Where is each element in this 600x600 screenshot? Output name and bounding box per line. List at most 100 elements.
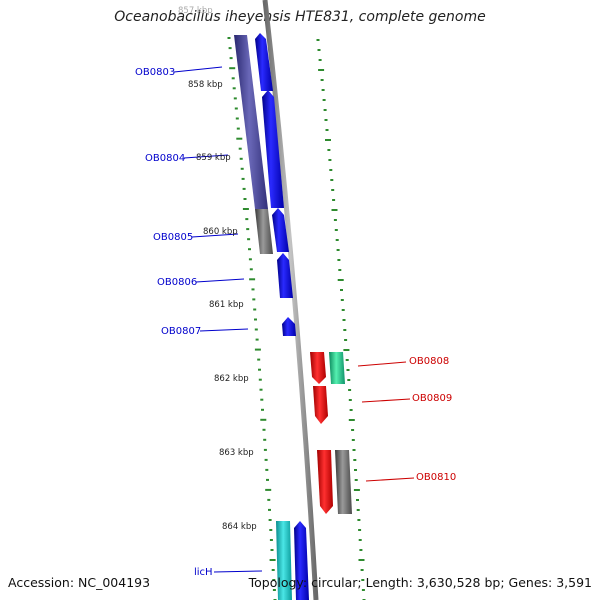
tick-dot — [268, 508, 271, 511]
tick-dot — [254, 348, 261, 351]
tick-dot — [260, 398, 264, 401]
gene-label-ob0810[interactable]: OB0810 — [416, 472, 456, 483]
tick-dot — [268, 519, 272, 521]
tick-dot — [359, 549, 363, 551]
tick-dot — [227, 37, 231, 39]
gene-arrow-ob0803[interactable] — [255, 33, 273, 91]
tick-dot — [232, 87, 236, 90]
tick-dot — [245, 218, 249, 221]
tick-dot — [325, 139, 331, 141]
tick-marks-outer — [316, 39, 366, 600]
tick-dot — [242, 208, 249, 210]
tick-dot — [269, 539, 273, 541]
tick-dot — [262, 428, 266, 431]
gene-label-ob0804[interactable]: OB0804 — [145, 153, 185, 164]
gene-arrow-ob0805[interactable] — [272, 208, 289, 252]
tick-dot — [264, 458, 268, 461]
topology-text: Topology: circular; Length: 3,630,528 bp… — [248, 575, 592, 590]
gene-arrow-ob0807[interactable] — [282, 317, 296, 336]
tick-dot — [360, 569, 364, 571]
tick-dot — [272, 589, 276, 591]
tick-dot — [361, 579, 365, 581]
tick-dot — [324, 119, 328, 121]
genome-backbone — [262, 0, 319, 600]
gene-arrow-ob0808[interactable] — [310, 352, 326, 384]
tick-dot — [259, 388, 263, 391]
tick-dot — [253, 308, 257, 311]
position-labels: 857 kbp 858 kbp 859 kbp 860 kbp 861 kbp … — [178, 6, 257, 532]
gene-arrow-ob0806[interactable] — [277, 253, 293, 298]
tick-dot — [358, 539, 362, 541]
tick-dot — [358, 559, 365, 561]
tick-marks-inner — [227, 37, 277, 600]
tick-dot — [354, 469, 357, 471]
tick-label: 863 kbp — [219, 448, 254, 458]
tick-dot — [356, 499, 359, 501]
label-connectors — [173, 66, 415, 573]
tick-label: 859 kbp — [196, 153, 231, 163]
tick-dot — [329, 169, 333, 171]
tick-dot — [356, 509, 360, 511]
tick-dot — [322, 99, 326, 101]
tick-dot — [343, 329, 347, 331]
gene-label-ob0806[interactable]: OB0806 — [157, 277, 197, 288]
tick-dot — [348, 399, 352, 401]
tick-dot — [254, 318, 257, 321]
gene-arrow-ob0809[interactable] — [313, 386, 328, 424]
tick-dot — [255, 338, 259, 341]
tick-dot — [327, 149, 331, 151]
gene-label-ob0803[interactable]: OB0803 — [135, 67, 175, 78]
tick-dot — [269, 529, 273, 531]
tick-dot — [337, 259, 341, 261]
tick-dot — [249, 278, 256, 281]
tick-dot — [318, 69, 325, 71]
gene-label-ob0808[interactable]: OB0808 — [409, 356, 449, 367]
tick-dot — [347, 379, 351, 381]
tick-label: 860 kbp — [203, 227, 238, 237]
gene-block-ob0808-green[interactable] — [329, 352, 345, 384]
gene-label-ob0807[interactable]: OB0807 — [161, 326, 201, 337]
gene-block-ob0810-gray[interactable] — [335, 450, 352, 514]
gene-label-lich[interactable]: licH — [194, 567, 213, 578]
map-title: Oceanobacillus iheyensis HTE831, complet… — [114, 9, 486, 25]
tick-dot — [252, 298, 256, 301]
tick-dot — [351, 429, 355, 431]
gene-label-ob0805[interactable]: OB0805 — [153, 232, 193, 243]
tick-dot — [267, 498, 271, 501]
tick-dot — [246, 228, 250, 231]
tick-dot — [323, 109, 327, 111]
tick-dot — [269, 559, 276, 561]
tick-dot — [358, 529, 362, 531]
connector-ob0809 — [361, 398, 411, 403]
gene-arrow-lich[interactable] — [294, 521, 309, 600]
connector-ob0805 — [191, 233, 239, 238]
connector-lich — [213, 570, 263, 573]
accession-text: Accession: NC_004193 — [8, 575, 151, 590]
tick-dot — [343, 349, 350, 351]
gene-features — [234, 33, 352, 600]
tick-dot — [348, 419, 355, 421]
tick-dot — [325, 129, 329, 131]
tick-label: 861 kbp — [209, 300, 244, 310]
tick-label: 857 kbp — [178, 6, 213, 16]
tick-dot — [238, 147, 242, 150]
gene-block-purple[interactable] — [234, 35, 268, 209]
tick-dot — [243, 198, 247, 200]
tick-dot — [353, 489, 360, 491]
gene-arrow-ob0804[interactable] — [262, 90, 284, 208]
gene-block-lich-cyan[interactable] — [276, 521, 292, 600]
tick-dot — [242, 187, 246, 190]
gene-label-ob0809[interactable]: OB0809 — [412, 393, 452, 404]
tick-dot — [265, 468, 269, 471]
tick-dot — [234, 107, 238, 110]
tick-dot — [361, 589, 365, 591]
tick-dot — [270, 549, 274, 551]
gene-block-gray[interactable] — [255, 209, 273, 254]
tick-dot — [257, 358, 261, 361]
tick-dot — [229, 57, 233, 60]
tick-dot — [317, 49, 321, 51]
gene-labels: OB0803 OB0804 OB0805 OB0806 OB0807 licH … — [135, 67, 456, 578]
gene-arrow-ob0810[interactable] — [317, 450, 333, 514]
tick-dot — [231, 77, 235, 80]
